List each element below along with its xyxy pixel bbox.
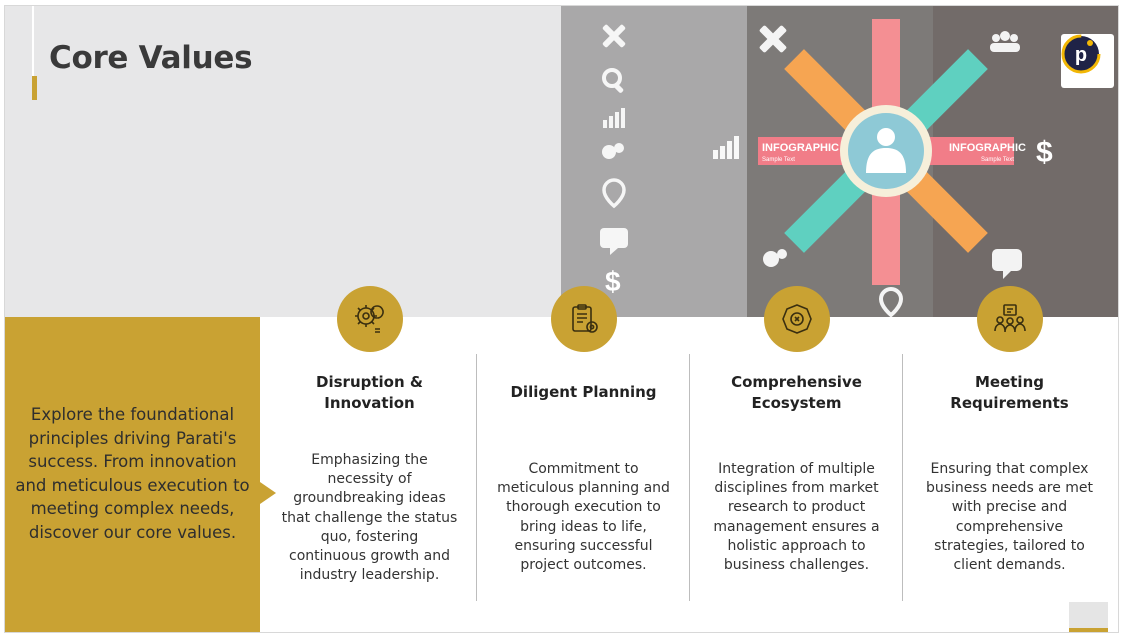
gear-lightbulb-icon: [355, 305, 384, 333]
value-description: Emphasizing the necessity of groundbreak…: [263, 451, 476, 585]
tools-icon: [602, 24, 626, 48]
slide-corner-tab: [1069, 602, 1108, 632]
value-icon-circle: [977, 286, 1043, 352]
value-card-disruption: Disruption & Innovation Emphasizing the …: [263, 286, 476, 606]
growth-chart-icon-2: [713, 136, 739, 159]
gears-icon-2: [763, 249, 787, 267]
value-description-line: groundbreaking ideas: [293, 490, 446, 507]
value-description-line: research to product: [727, 499, 866, 516]
hero-image: $: [561, 6, 1118, 317]
speech-bubble-icon: [600, 228, 628, 255]
page-title: Core Values: [49, 40, 253, 76]
value-description-line: Integration of multiple: [718, 461, 875, 477]
value-description-line: bring ideas to life,: [520, 518, 647, 535]
value-description-line: that challenge the status: [281, 509, 458, 526]
value-description-line: with precise and: [951, 499, 1068, 516]
arm-diagonal-b: [784, 49, 988, 253]
arm-horizontal: [758, 137, 1014, 165]
value-title: Comprehensive Ecosystem: [690, 372, 903, 414]
hero-label-left: INFOGRAPHIC: [762, 142, 839, 154]
magnifier-icon: [602, 68, 624, 93]
value-icon-circle: [764, 286, 830, 352]
parati-logo-icon: p: [1061, 34, 1101, 74]
hero-panel-left: [561, 6, 747, 317]
value-title-line: Diligent Planning: [510, 383, 657, 401]
value-title-line: Requirements: [950, 394, 1069, 412]
card-divider: [689, 354, 690, 601]
value-description-line: meticulous planning and: [497, 480, 670, 497]
value-description-line: holistic approach to: [727, 537, 866, 554]
network-hub-icon: [782, 304, 812, 334]
value-title: Meeting Requirements: [903, 372, 1116, 414]
value-description: Integration of multiple disciplines from…: [690, 460, 903, 575]
value-description-line: industry leadership.: [299, 567, 440, 584]
slide-corner-accent: [1069, 628, 1108, 632]
value-description: Ensuring that complex business needs are…: [903, 460, 1116, 575]
value-title-line: Innovation: [324, 394, 415, 412]
value-description-line: ensuring successful: [514, 537, 653, 554]
businessman-icon: [866, 128, 906, 173]
tools-icon-large: [759, 25, 787, 53]
value-description-line: Commitment to: [528, 461, 639, 477]
card-divider: [476, 354, 477, 601]
value-title-line: Comprehensive: [731, 373, 862, 391]
value-description-line: quo, fostering: [320, 528, 419, 545]
clipboard-gear-icon: [572, 304, 598, 333]
location-pin-icon-2: [878, 286, 904, 317]
value-description-line: necessity of: [327, 471, 412, 488]
intro-pointer: [260, 482, 276, 504]
arm-diagonal-a: [784, 49, 988, 253]
team-meeting-icon: [994, 304, 1026, 333]
value-title-line: Disruption &: [316, 373, 423, 391]
value-description-line: client demands.: [953, 557, 1066, 574]
value-description-line: Emphasizing the: [311, 452, 428, 468]
value-description-line: management ensures a: [713, 518, 880, 535]
value-description-line: disciplines from market: [714, 480, 879, 497]
title-rule: [32, 6, 34, 76]
hero-sample-right: Sample Text: [981, 157, 1014, 163]
value-title: Diligent Planning: [477, 382, 690, 403]
value-icon-circle: [551, 286, 617, 352]
value-description-line: business needs are met: [925, 480, 1094, 497]
value-title-line: Meeting: [974, 373, 1044, 391]
value-card-ecosystem: Comprehensive Ecosystem Integration of m…: [690, 286, 903, 606]
value-card-planning: Diligent Planning Commitment to meticulo…: [477, 286, 690, 606]
location-pin-icon: [602, 178, 626, 209]
value-icon-circle: [337, 286, 403, 352]
intro-text: Explore the foundational principles driv…: [15, 405, 250, 542]
value-description-line: strategies, tailored to: [934, 537, 1085, 554]
hero-dollar-right: $: [1036, 136, 1053, 169]
value-title: Disruption & Innovation: [263, 372, 476, 414]
intro-panel: [5, 317, 260, 632]
arm-vertical: [872, 19, 900, 285]
hero-infographic: $: [600, 19, 1053, 317]
value-title-line: Ecosystem: [751, 394, 842, 412]
gears-icon: [602, 143, 624, 159]
slide: Core Values: [4, 5, 1119, 633]
value-description-line: comprehensive: [955, 518, 1064, 535]
value-description-line: thorough execution to: [506, 499, 661, 516]
value-description: Commitment to meticulous planning and th…: [477, 460, 690, 575]
value-description-line: project outcomes.: [520, 557, 647, 574]
company-logo: p: [1061, 34, 1114, 88]
hero-sample-left: Sample Text: [762, 157, 795, 163]
team-icon: [990, 31, 1020, 52]
value-description-line: Ensuring that complex: [930, 461, 1089, 477]
speech-bubble-icon-2: [992, 249, 1022, 279]
value-card-requirements: Meeting Requirements Ensuring that compl…: [903, 286, 1116, 606]
hero-dollar-left: $: [605, 266, 621, 297]
title-band: [5, 6, 561, 317]
value-description-line: business challenges.: [723, 557, 870, 574]
card-divider: [902, 354, 903, 601]
growth-chart-icon: [603, 108, 625, 128]
logo-letter: p: [1075, 44, 1087, 66]
value-description-line: continuous growth and: [289, 548, 450, 565]
title-accent-bar: [32, 76, 37, 100]
hero-label-right: INFOGRAPHIC: [949, 142, 1026, 154]
